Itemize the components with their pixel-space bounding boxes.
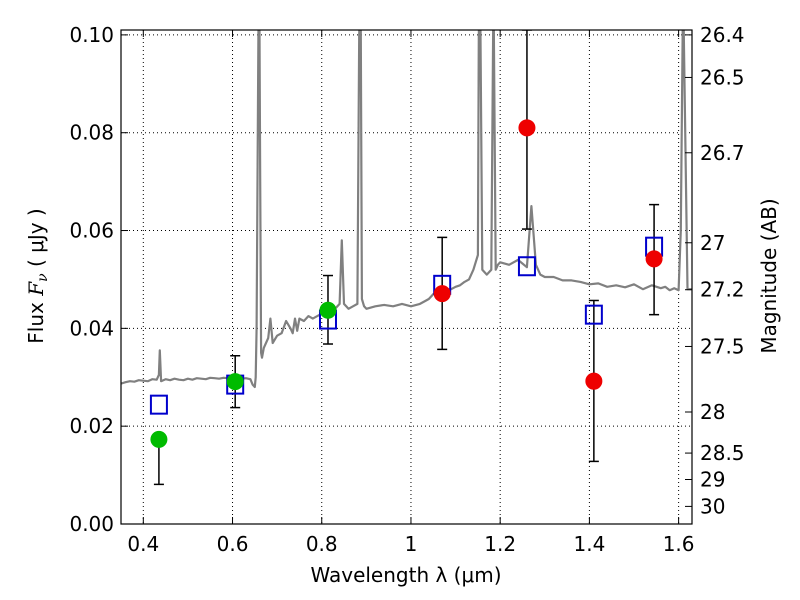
x-tick-label: 1.2: [484, 532, 516, 556]
x-axis-label: Wavelength λ (μm): [310, 563, 501, 587]
y-tick-label: 0.10: [69, 23, 114, 47]
x-tick-label: 0.8: [306, 532, 338, 556]
spectrum-series: [121, 30, 692, 389]
observed-point-red: [518, 119, 536, 137]
y2-tick-label: 27: [700, 231, 725, 255]
y-tick-label: 0.00: [69, 512, 114, 536]
y2-tick-label: 28: [700, 400, 725, 424]
y-axis-label-suffix: ( μJy ): [24, 208, 48, 273]
y2-tick-label: 26.7: [700, 141, 745, 165]
x-tick-label: 1.6: [663, 532, 695, 556]
x-tick-label: 1.4: [573, 532, 605, 556]
x-tick-label: 0.4: [127, 532, 159, 556]
y2-tick-label: 27.2: [700, 278, 745, 302]
y2-tick-label: 28.5: [700, 441, 745, 465]
y2-tick-label: 29: [700, 467, 725, 491]
observed-point-red: [433, 285, 451, 303]
observed-point-green: [319, 301, 337, 319]
y-axis-label-prefix: Flux: [24, 296, 48, 344]
y-tick-label: 0.04: [69, 316, 114, 340]
plot-frame-rect: [120, 29, 693, 525]
y-tick-label: 0.06: [69, 219, 114, 243]
observed-point-red: [585, 372, 603, 390]
y-axis-label-symbol: F: [24, 281, 48, 297]
observed-point-red: [645, 250, 663, 268]
y2-tick-label: 26.4: [700, 23, 745, 47]
y-tick-label: 0.08: [69, 121, 114, 145]
ticks: 0.4 0.6 0.8 1 1.2 1.4 1.6 0.00 0.02 0.04 0.06 0.08 0…: [69, 23, 744, 556]
secondary-y-axis-label: Magnitude (AB): [757, 198, 781, 353]
y2-tick-label: 26.5: [700, 65, 745, 89]
y-axis-label-subscript: ν: [35, 273, 51, 282]
data-markers: [149, 119, 664, 448]
x-tick-label: 0.6: [217, 532, 249, 556]
observed-point-green: [150, 430, 168, 448]
y2-tick-label: 27.5: [700, 334, 745, 358]
error-bars: [153, 30, 660, 486]
y2-tick-label: 30: [700, 494, 725, 518]
y-axis-label: Flux Fν ( μJy ): [24, 208, 51, 343]
spectrum-line: [121, 30, 692, 389]
observed-point-green: [226, 373, 244, 391]
model-square-marker: [584, 304, 603, 325]
y-tick-label: 0.02: [69, 414, 114, 438]
x-tick-label: 1: [405, 532, 418, 556]
model-square-marker: [149, 394, 168, 415]
grid: [121, 30, 692, 525]
plot-frame: [120, 29, 693, 525]
model-square-marker: [517, 256, 536, 277]
